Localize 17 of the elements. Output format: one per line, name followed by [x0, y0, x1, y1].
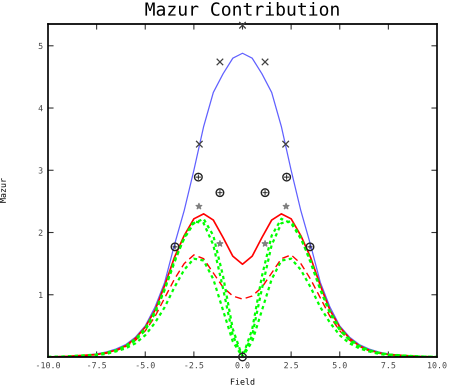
y-tick-label: 5: [38, 42, 42, 50]
x-axis-title: Field: [230, 378, 254, 385]
x-tick-label: -7.5: [88, 362, 106, 368]
x-tick-label: 2.5: [284, 362, 298, 368]
x-tick-label: 0.0: [236, 362, 250, 368]
x-tick-label: -10.0: [36, 362, 60, 368]
x-tick-label: 7.5: [381, 362, 396, 368]
chart-title: Mazur Contribution: [145, 2, 339, 16]
x-tick-label: -2.5: [185, 362, 204, 368]
y-tick-label: 2: [38, 230, 42, 236]
x-tick-label: 10.0: [428, 362, 446, 368]
y-axis-title: Mazur: [0, 178, 6, 203]
y-tick-label: 4: [38, 105, 43, 112]
y-tick-label: 1: [39, 292, 43, 298]
y-tick-label: 3: [38, 167, 43, 174]
x-tick-label: 5.0: [332, 362, 347, 368]
x-tick-label: -5.0: [136, 362, 155, 368]
